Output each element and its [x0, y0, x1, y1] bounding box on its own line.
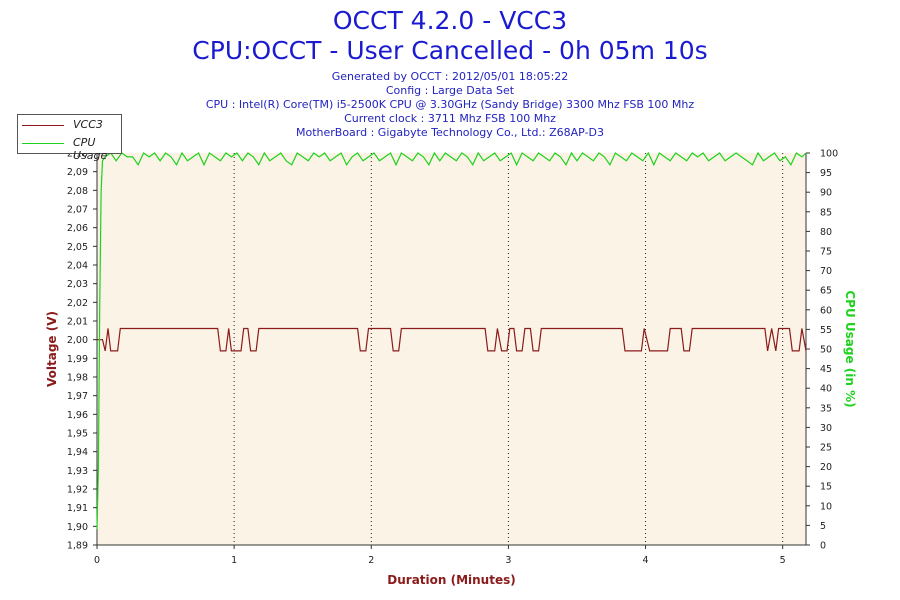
x-axis-title: Duration (Minutes) [387, 573, 515, 587]
series-line-cpu-usage [96, 151, 807, 530]
y-left-tick-label: 2,05 [67, 242, 88, 253]
legend-swatch-vcc3 [22, 125, 64, 126]
info-cpu: CPU : Intel(R) Core(TM) i5-2500K CPU @ 3… [205, 98, 695, 111]
x-tick-label: 3 [505, 555, 511, 566]
y-right-tick-label: 30 [820, 423, 832, 434]
y-right-tick-label: 50 [820, 345, 832, 356]
y-right-tick-label: 0 [820, 541, 826, 552]
y-right-tick-label: 55 [820, 325, 832, 336]
legend-swatch-cpu-usage [22, 143, 64, 144]
y-left-tick-label: 1,97 [67, 391, 88, 402]
y-left-tick-label: 2,02 [67, 298, 88, 309]
y-left-tick-label: 1,95 [67, 429, 88, 440]
chart-title: OCCT 4.2.0 - VCC3 [332, 6, 568, 35]
y-right-tick-label: 25 [820, 443, 832, 454]
y-right-tick-label: 45 [820, 364, 832, 375]
x-tick-label: 2 [368, 555, 374, 566]
y-right-axis-title: CPU Usage (in %) [843, 290, 857, 407]
y-right-tick-label: 60 [820, 305, 832, 316]
y-left-tick-label: 1,96 [67, 410, 88, 421]
y-right-tick-label: 15 [820, 482, 832, 493]
y-right-tick-label: 20 [820, 462, 832, 473]
y-left-tick-label: 2,00 [67, 335, 88, 346]
legend-item-cpu-usage: CPU Usage [18, 135, 121, 162]
y-left-tick-label: 2,08 [67, 186, 88, 197]
info-clock: Current clock : 3711 Mhz FSB 100 Mhz [344, 112, 556, 125]
y-left-tick-label: 1,94 [67, 447, 88, 458]
y-left-tick-label: 2,03 [67, 279, 88, 290]
y-left-axis-title: Voltage (V) [45, 311, 59, 387]
y-right-tick-label: 35 [820, 403, 832, 414]
y-left-tick-label: 2,01 [67, 317, 88, 328]
y-left-tick-label: 2,10 [67, 149, 88, 160]
x-tick-label: 1 [231, 555, 237, 566]
y-left-tick-label: 2,07 [67, 205, 88, 216]
y-left-tick-label: 1,98 [67, 373, 88, 384]
y-right-tick-label: 65 [820, 286, 832, 297]
chart-legend: VCC3 CPU Usage [17, 114, 122, 162]
y-right-tick-label: 100 [820, 149, 838, 160]
plot-area [97, 153, 806, 545]
y-right-tick-label: 85 [820, 207, 832, 218]
x-tick-label: 5 [780, 555, 786, 566]
y-left-tick-label: 2,09 [67, 167, 88, 178]
info-config: Config : Large Data Set [385, 84, 515, 97]
y-left-tick-label: 1,92 [67, 485, 88, 496]
info-motherboard: MotherBoard : Gigabyte Technology Co., L… [295, 126, 605, 139]
y-right-tick-label: 70 [820, 266, 832, 277]
y-right-tick-label: 5 [820, 521, 826, 532]
y-left-tick-label: 2,04 [67, 261, 88, 272]
y-left-tick-label: 1,91 [67, 503, 88, 514]
y-left-tick-label: 2,06 [67, 223, 88, 234]
chart-subtitle: CPU:OCCT - User Cancelled - 0h 05m 10s [192, 36, 708, 65]
y-left-tick-label: 1,90 [67, 522, 88, 533]
y-right-tick-label: 80 [820, 227, 832, 238]
legend-item-vcc3: VCC3 [18, 117, 121, 133]
x-tick-label: 0 [94, 555, 100, 566]
y-right-tick-label: 75 [820, 247, 832, 258]
y-left-tick-label: 1,89 [67, 541, 88, 552]
y-right-tick-label: 90 [820, 188, 832, 199]
legend-label-vcc3: VCC3 [73, 118, 103, 131]
y-right-tick-label: 95 [820, 168, 832, 179]
x-tick-label: 4 [643, 555, 649, 566]
y-left-tick-label: 1,93 [67, 466, 88, 477]
y-left-tick-label: 1,99 [67, 354, 88, 365]
y-right-tick-label: 40 [820, 384, 832, 395]
legend-label-cpu-usage: CPU Usage [73, 136, 108, 162]
y-right-tick-label: 10 [820, 501, 832, 512]
series-line-vcc3 [97, 327, 807, 352]
info-generated: Generated by OCCT : 2012/05/01 18:05:22 [331, 70, 569, 83]
